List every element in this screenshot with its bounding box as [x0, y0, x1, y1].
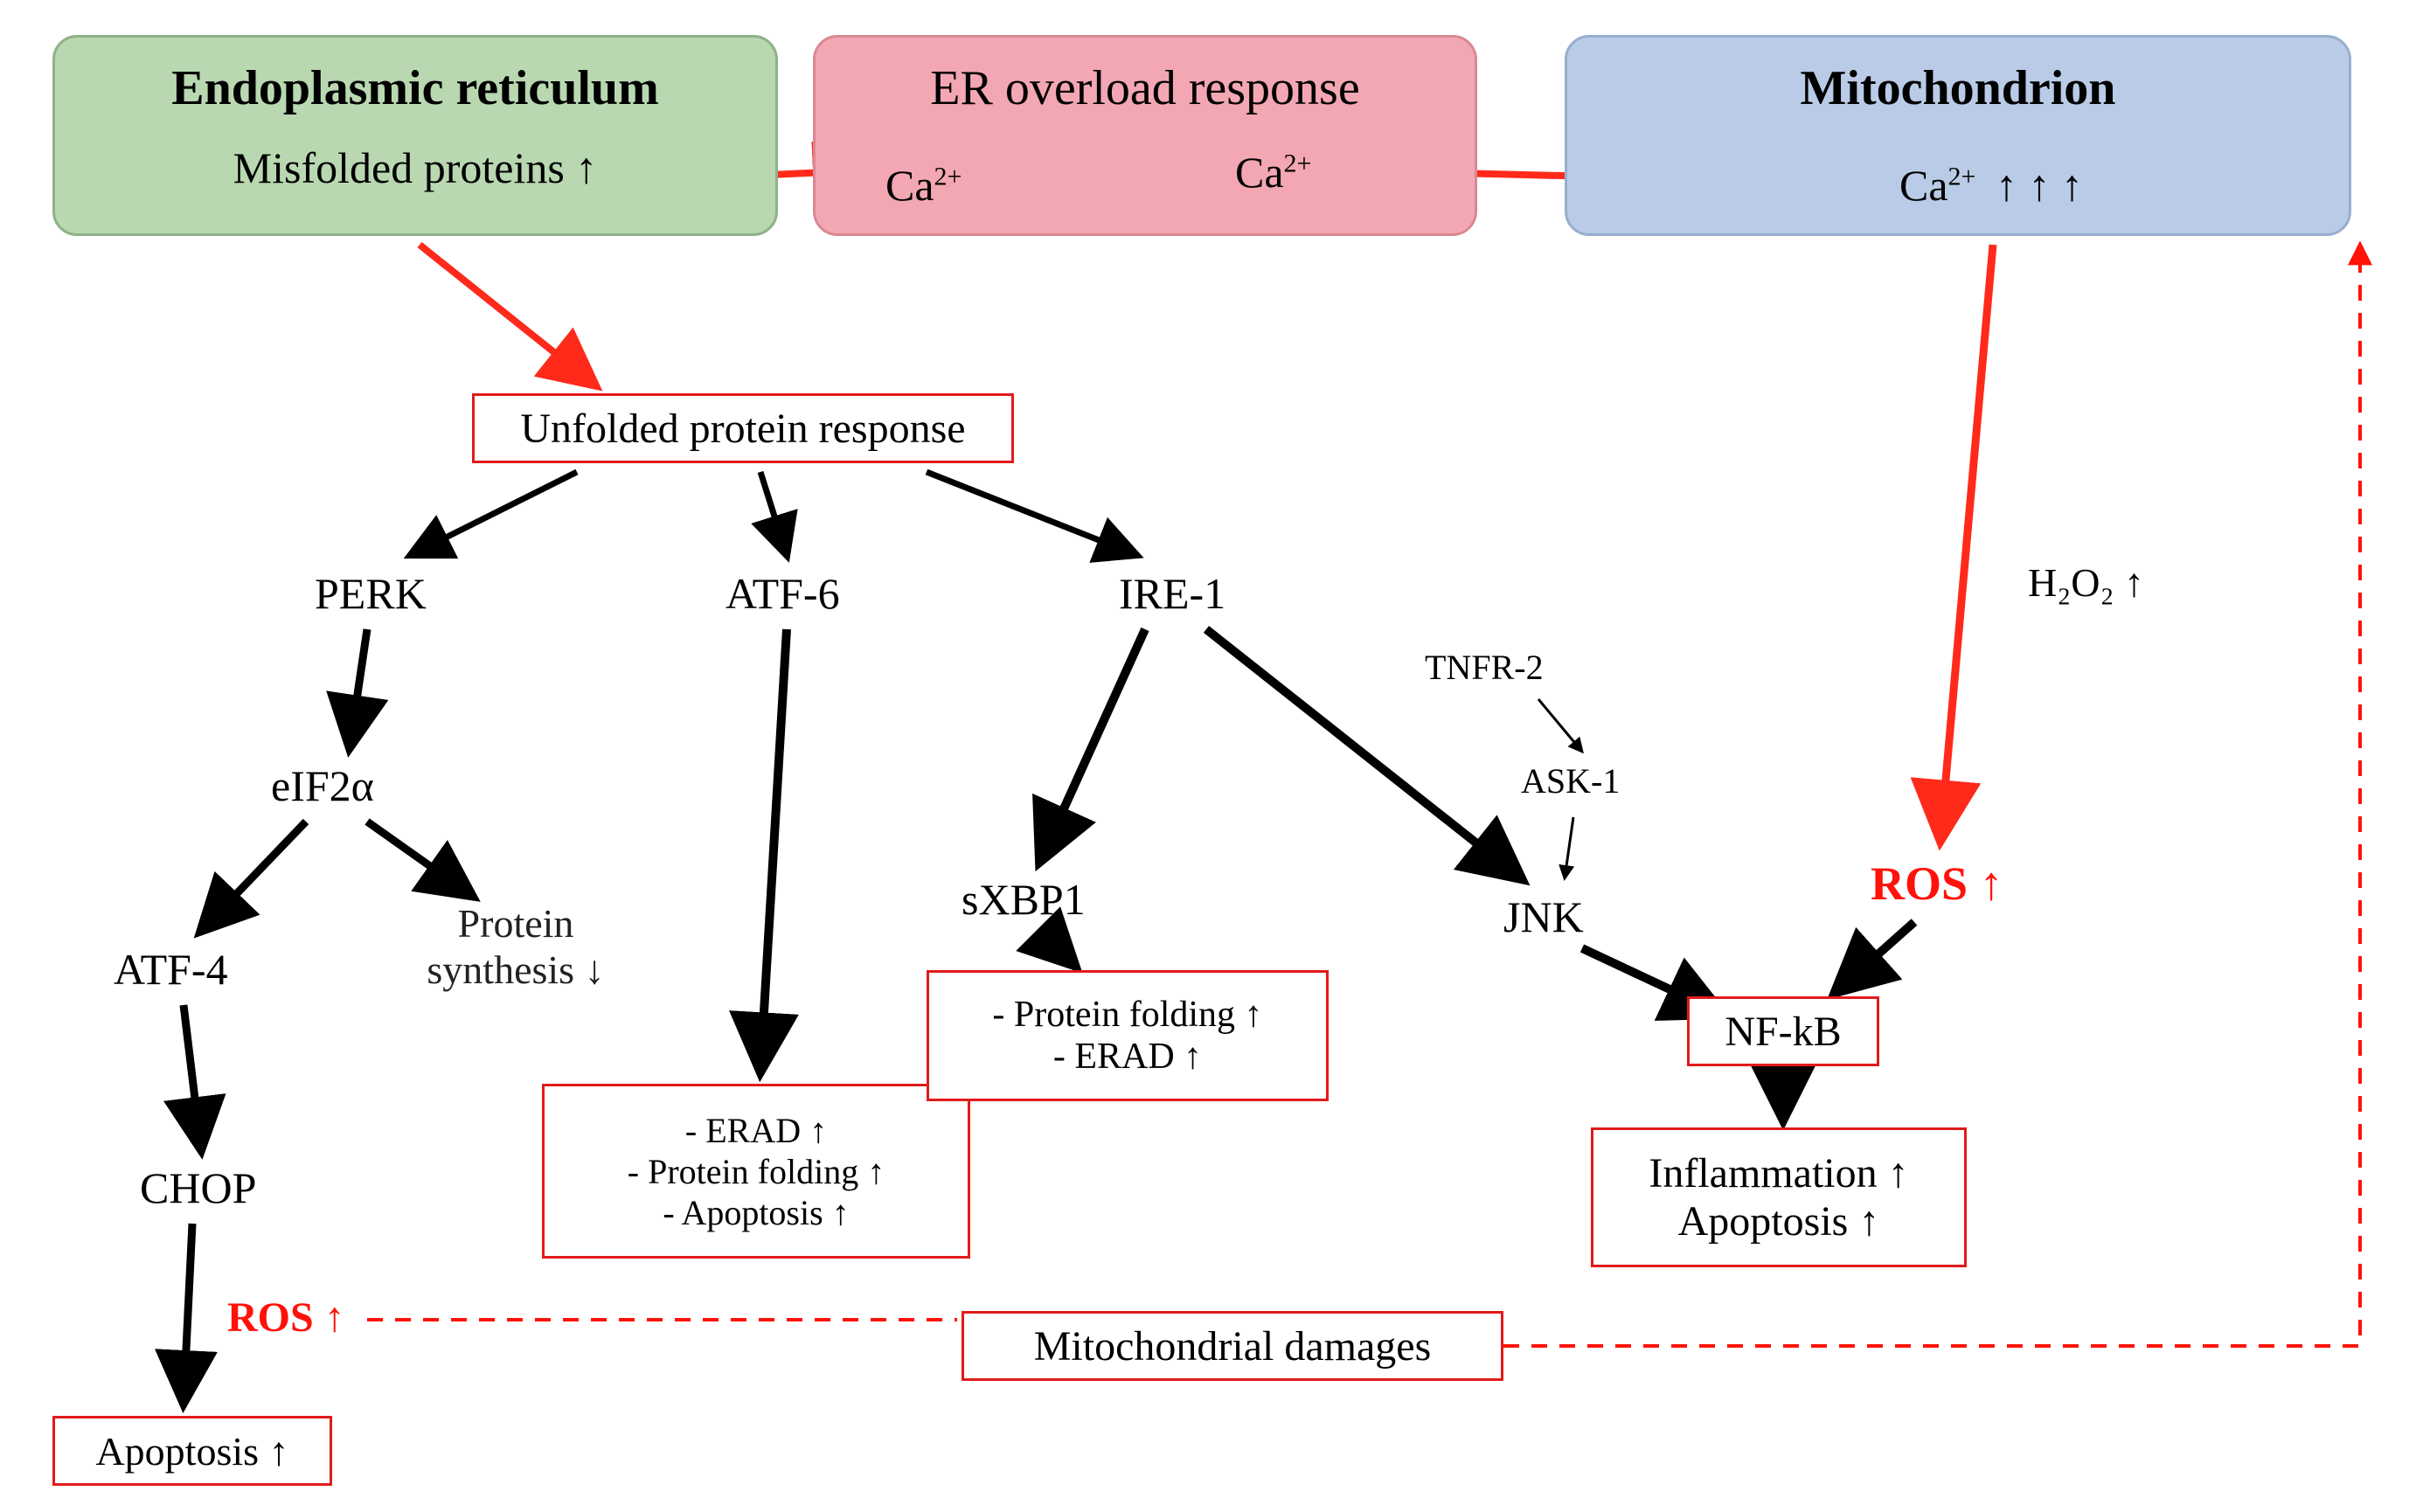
sxbp1-outcome-l1: - Protein folding ↑ [992, 994, 1262, 1036]
apoptosis-label: Apoptosis ↑ [95, 1428, 288, 1474]
upr-box: Unfolded protein response [472, 393, 1014, 463]
er-subtitle: Misfolded proteins ↑ [55, 116, 775, 193]
arrow-ros-to-nfkb [1836, 922, 1914, 992]
jnk-label: JNK [1503, 891, 1584, 942]
apoptosis-box: Apoptosis ↑ [52, 1416, 332, 1486]
atf6-outcome-l1: - ERAD ↑ [685, 1110, 827, 1151]
arrow-eif2a-to-protein-synth [367, 822, 472, 896]
arrow-upr-to-ire1 [927, 472, 1136, 555]
sxbp1-outcome-l2: - ERAD ↑ [1053, 1036, 1202, 1078]
ros-right-label: ROS ↑ [1871, 857, 2003, 911]
perk-label: PERK [315, 568, 427, 619]
ca-label-mito: Ca2+ ↑ ↑ ↑ [1899, 160, 2083, 211]
eor-title: ER overload response [816, 38, 1475, 116]
atf6-outcome-box: - ERAD ↑ - Protein folding ↑ - Apoptosis… [542, 1084, 970, 1259]
ros-left-label: ROS ↑ [227, 1294, 345, 1342]
nfkb-box: NF-kB [1687, 996, 1879, 1066]
arrow-sxbp1-to-box [1040, 931, 1075, 966]
arrow-ire1-to-sxbp1 [1040, 629, 1145, 861]
ca-label-eor-right: Ca2+ [1235, 147, 1311, 198]
arrow-ask1-to-jnk [1565, 817, 1573, 878]
arrow-tnfr2-to-ask1 [1538, 699, 1582, 752]
arrow-eif2a-to-atf4 [201, 822, 306, 931]
diagram-stage: Endoplasmic reticulum Misfolded proteins… [0, 0, 2416, 1512]
h2o2-label: H₂O₂ ↑ [2028, 559, 2144, 606]
eor-box: ER overload response Ca2+ Ca2+ [813, 35, 1477, 236]
arrow-atf4-to-chop [184, 1005, 201, 1149]
mito-title: Mitochondrion [1567, 38, 2349, 116]
ire1-label: IRE-1 [1119, 568, 1225, 619]
chop-label: CHOP [140, 1162, 256, 1213]
nfkb-out-l2: Apoptosis ↑ [1678, 1197, 1880, 1245]
er-box: Endoplasmic reticulum Misfolded proteins… [52, 35, 778, 236]
atf4-label: ATF-4 [114, 944, 228, 995]
tnfr2-label: TNFR-2 [1425, 647, 1544, 688]
nfkb-label: NF-kB [1725, 1008, 1841, 1056]
nfkb-out-l1: Inflammation ↑ [1649, 1149, 1908, 1197]
protein-synth-label: Protein synthesis ↓ [402, 900, 629, 993]
atf6-outcome-l2: - Protein folding ↑ [628, 1151, 885, 1192]
arrow-upr-to-atf6 [760, 472, 787, 555]
arrow-upr-to-perk [411, 472, 577, 555]
sxbp1-outcome-box: - Protein folding ↑ - ERAD ↑ [927, 970, 1329, 1101]
upr-label: Unfolded protein response [520, 405, 965, 453]
mito-damage-box: Mitochondrial damages [962, 1311, 1503, 1381]
atf6-label: ATF-6 [725, 568, 840, 619]
eif2a-label: eIF2α [271, 760, 374, 811]
arrow-chop-to-apoptosis [184, 1224, 192, 1403]
mito-box: Mitochondrion Ca2+ ↑ ↑ ↑ [1565, 35, 2351, 236]
ask1-label: ASK-1 [1521, 760, 1620, 801]
sxbp1-label: sXBP1 [962, 874, 1086, 925]
atf6-outcome-l3: - Apoptosis ↑ [663, 1192, 849, 1233]
arrow-atf6-to-box [760, 629, 787, 1071]
nfkb-outcome-box: Inflammation ↑ Apoptosis ↑ [1591, 1127, 1967, 1267]
arrow-er-to-upr [420, 245, 594, 385]
arrow-mito-to-ros [1940, 245, 1993, 839]
arrow-perk-to-eif2a [350, 629, 367, 747]
ca-label-eor-left: Ca2+ [885, 160, 962, 211]
er-title: Endoplasmic reticulum [55, 38, 775, 116]
mito-damage-label: Mitochondrial damages [1034, 1322, 1432, 1370]
